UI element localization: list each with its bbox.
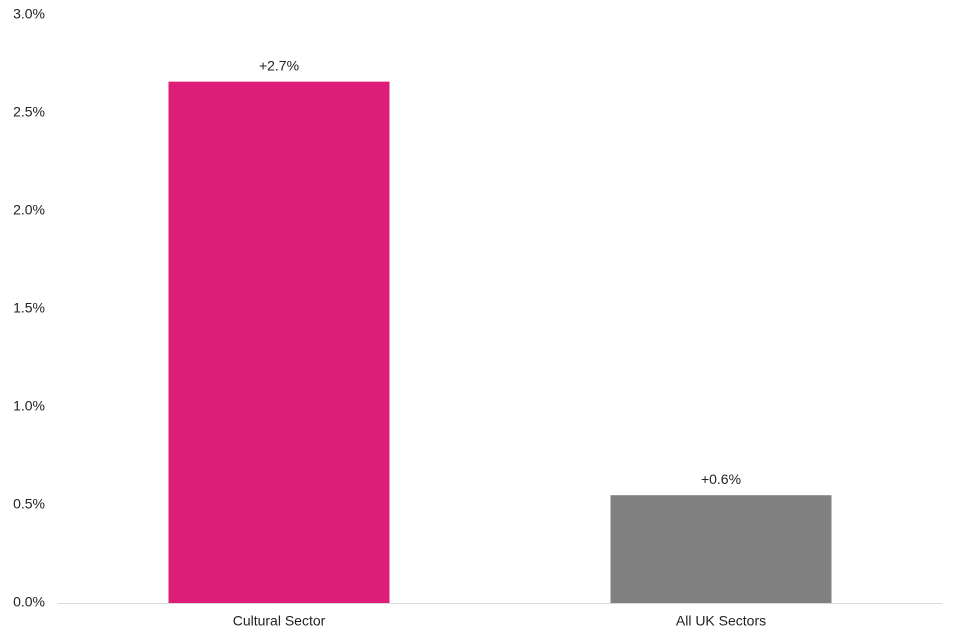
bar <box>610 495 832 603</box>
y-tick-label: 0.5% <box>13 496 45 512</box>
value-label: +2.7% <box>259 57 299 73</box>
bar <box>168 81 390 603</box>
x-tick-label: Cultural Sector <box>233 613 326 629</box>
x-tick-label: All UK Sectors <box>676 613 766 629</box>
y-tick-label: 0.0% <box>13 594 45 610</box>
y-tick-label: 1.0% <box>13 398 45 414</box>
y-tick-label: 2.0% <box>13 202 45 218</box>
y-tick-label: 1.5% <box>13 300 45 316</box>
y-tick-label: 3.0% <box>13 6 45 22</box>
y-tick-label: 2.5% <box>13 104 45 120</box>
value-label: +0.6% <box>701 471 741 487</box>
